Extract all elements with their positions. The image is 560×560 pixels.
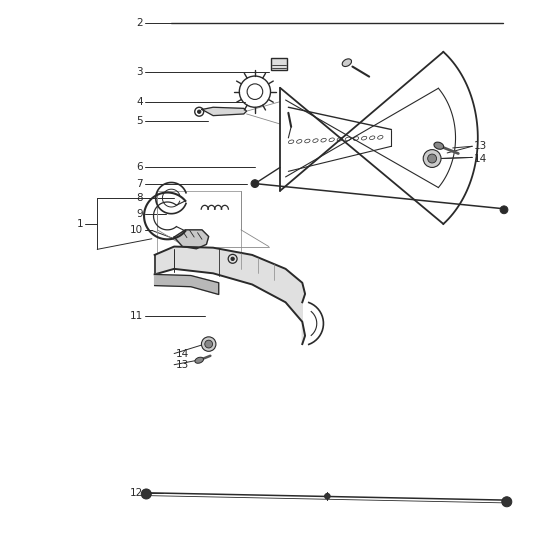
Text: 4: 4: [136, 97, 143, 107]
Circle shape: [428, 154, 437, 163]
Text: 6: 6: [136, 162, 143, 172]
Text: 9: 9: [136, 209, 143, 219]
Circle shape: [325, 493, 330, 499]
Text: 14: 14: [176, 348, 189, 358]
Text: 10: 10: [130, 226, 143, 235]
Circle shape: [198, 110, 201, 113]
Text: 2: 2: [136, 17, 143, 27]
Text: 1: 1: [77, 219, 84, 228]
Circle shape: [502, 497, 512, 507]
Text: 11: 11: [130, 311, 143, 321]
Polygon shape: [155, 246, 305, 344]
Text: 3: 3: [136, 67, 143, 77]
Polygon shape: [174, 230, 209, 249]
Circle shape: [141, 489, 151, 499]
Text: 13: 13: [176, 360, 189, 370]
Circle shape: [231, 257, 234, 260]
Text: 12: 12: [130, 488, 143, 498]
Polygon shape: [155, 274, 219, 295]
Text: 13: 13: [474, 141, 487, 151]
FancyBboxPatch shape: [270, 58, 287, 71]
Text: 7: 7: [136, 179, 143, 189]
Circle shape: [251, 180, 259, 188]
Ellipse shape: [434, 142, 444, 150]
Text: 8: 8: [136, 193, 143, 203]
Polygon shape: [202, 108, 246, 115]
Ellipse shape: [342, 59, 352, 67]
Ellipse shape: [195, 357, 203, 363]
Circle shape: [423, 150, 441, 167]
Circle shape: [205, 340, 213, 348]
Text: 5: 5: [136, 115, 143, 125]
Circle shape: [500, 206, 508, 214]
Text: 14: 14: [474, 153, 487, 164]
Circle shape: [202, 337, 216, 351]
